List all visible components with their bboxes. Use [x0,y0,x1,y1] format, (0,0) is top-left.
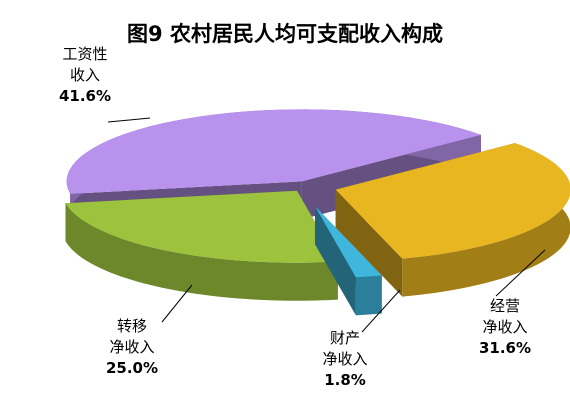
category-label: 转移 净收入 [109,317,155,356]
value-label: 1.8% [324,371,366,389]
slice-top [66,109,481,194]
slice [335,143,570,297]
slice-top [65,190,338,263]
slice-top [315,206,382,278]
value-label: 31.6% [478,339,532,357]
data-label: 经营 净收入 31.6% [460,296,550,359]
slice-side [65,203,338,301]
slice [315,206,382,316]
chart-title: 图9 农村居民人均可支配收入构成 [127,22,443,46]
slice [65,190,338,301]
slice-wall [335,189,403,297]
category-label: 经营 净收入 [482,297,528,336]
data-label: 工资性 收入 41.6% [40,44,130,107]
leader-line [161,284,193,323]
category-label: 财产 净收入 [322,329,368,368]
value-label: 25.0% [105,359,159,377]
leader-line [361,289,401,333]
slice-wall [315,206,356,316]
slice-side [355,275,382,316]
leader-line [107,117,151,123]
slice-top [335,143,570,259]
data-label: 财产 净收入 1.8% [300,328,390,391]
leader-line [495,249,546,297]
value-label: 41.6% [58,87,112,105]
category-label: 工资性 收入 [62,45,108,84]
data-label: 转移 净收入 25.0% [82,316,182,379]
